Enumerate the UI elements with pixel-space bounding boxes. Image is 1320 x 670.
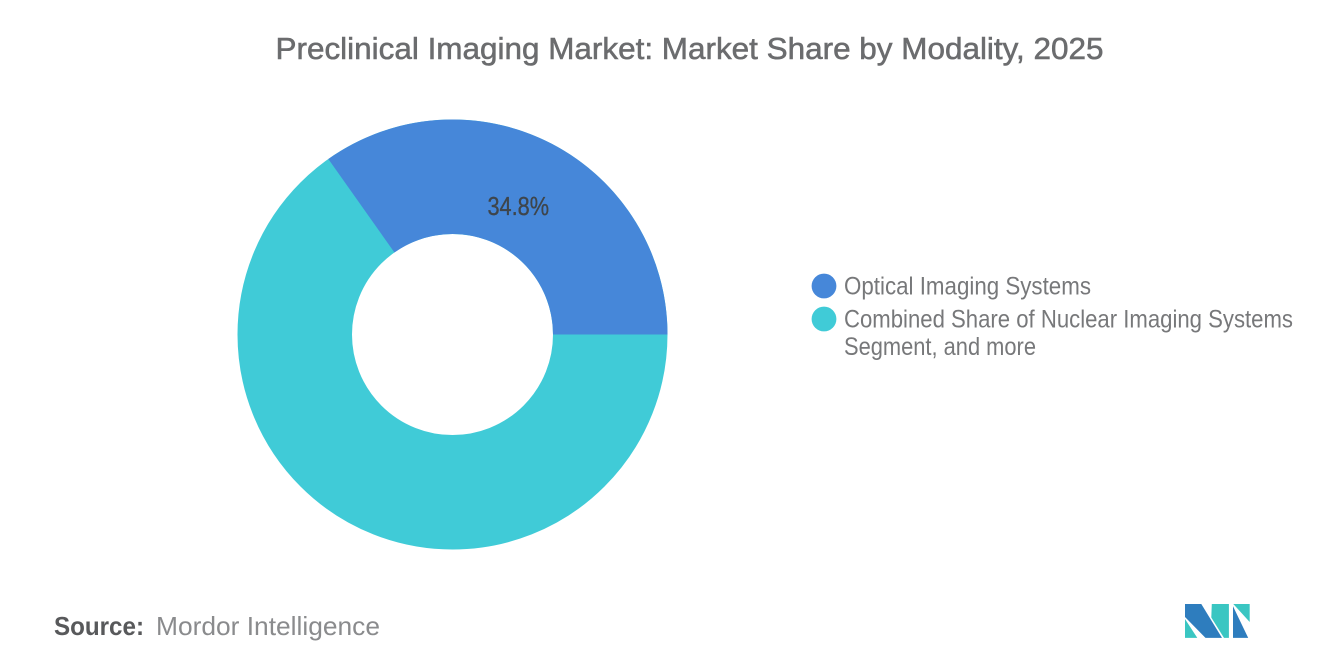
svg-text:Optical Imaging Systems: Optical Imaging Systems — [844, 273, 1091, 301]
svg-text:Mordor Intelligence: Mordor Intelligence — [156, 611, 380, 641]
svg-text:Combined Share of Nuclear Imag: Combined Share of Nuclear Imaging System… — [844, 306, 1293, 334]
svg-text:Segment, and more: Segment, and more — [844, 333, 1036, 361]
svg-text:Preclinical Imaging Market: Ma: Preclinical Imaging Market: Market Share… — [276, 31, 1104, 66]
svg-text:34.8%: 34.8% — [488, 191, 550, 221]
svg-text:Source:: Source: — [54, 611, 144, 641]
